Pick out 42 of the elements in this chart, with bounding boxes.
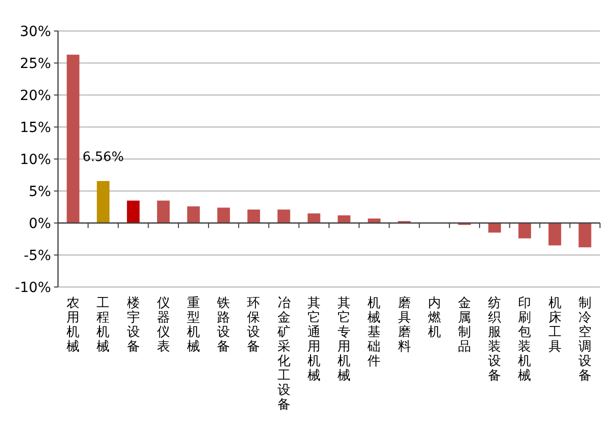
bar — [338, 215, 350, 223]
x-tick-label: 磨具磨料 — [398, 296, 411, 354]
x-tick-label: 楼宇设备 — [126, 296, 140, 354]
x-tick-label: 机床工具 — [548, 296, 562, 354]
x-tick-label: 印刷包装机械 — [518, 296, 532, 384]
bar — [66, 54, 80, 223]
y-tick-label: 20% — [20, 88, 51, 104]
bar — [308, 213, 320, 223]
bar — [217, 208, 230, 223]
y-tick-label: 15% — [20, 120, 51, 136]
y-tick-label: 5% — [28, 184, 51, 200]
data-label: 6.56% — [82, 150, 124, 166]
x-tick-label: 冶金矿采化工设备 — [276, 296, 290, 412]
x-tick-label: 其它通用机械 — [307, 296, 320, 384]
x-tick-label: 工程机械 — [96, 296, 110, 354]
bar — [126, 200, 140, 223]
x-tick-label: 金属制品 — [458, 296, 471, 354]
x-tick-label: 仪器仪表 — [156, 296, 170, 354]
y-tick-label: 25% — [20, 56, 51, 72]
bar — [578, 223, 592, 248]
bar — [157, 200, 170, 223]
bar — [518, 223, 532, 238]
bar — [187, 206, 200, 223]
x-tick-label: 纺织服装设备 — [488, 296, 502, 384]
x-tick-label: 农用机械 — [66, 296, 80, 354]
bar — [96, 181, 110, 223]
bar — [247, 210, 260, 223]
bar — [548, 223, 562, 246]
bar — [278, 210, 290, 223]
x-tick-label: 内燃机 — [428, 296, 441, 340]
x-tick-label: 铁路设备 — [216, 296, 230, 354]
x-tick-label: 重型机械 — [187, 296, 200, 354]
bar — [488, 223, 501, 233]
y-tick-label: -5% — [24, 248, 51, 264]
x-tick-label: 机械基础件 — [366, 296, 381, 369]
x-tick-label: 其它专用机械 — [338, 296, 351, 384]
y-tick-label: 0% — [28, 216, 51, 232]
y-tick-label: -10% — [14, 280, 51, 296]
x-tick-label: 制冷空调设备 — [578, 296, 592, 384]
y-tick-label: 10% — [20, 152, 51, 168]
x-tick-label: 环保设备 — [247, 296, 260, 354]
y-tick-label: 30% — [20, 24, 51, 40]
